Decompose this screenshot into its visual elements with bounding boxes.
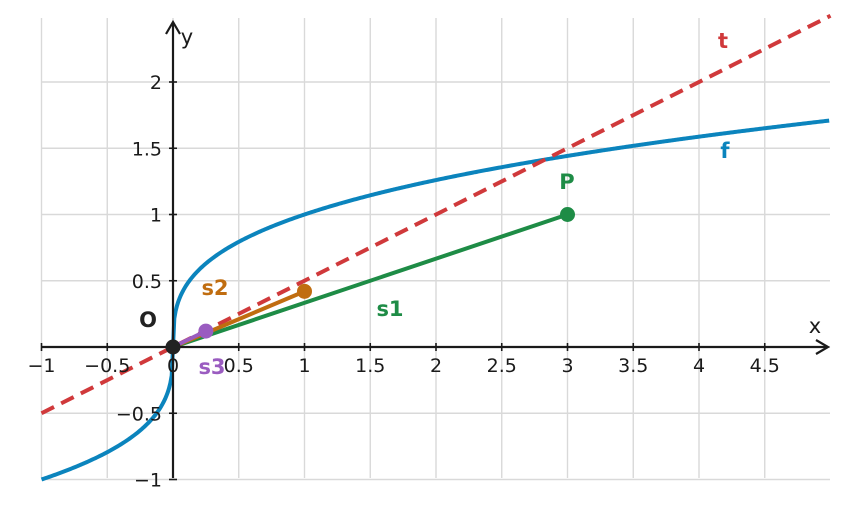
x-tick-label: 1: [298, 355, 310, 377]
point-O-label: O: [139, 308, 157, 332]
point-O: [165, 339, 181, 355]
y-tick-label: −0.5: [116, 403, 162, 425]
x-tick-label: 3.5: [618, 355, 648, 377]
secant-s1-label: s1: [376, 297, 403, 321]
x-tick-label: 2: [430, 355, 442, 377]
y-axis-arrow: [165, 19, 181, 35]
secant-s3-label: s3: [198, 355, 225, 379]
x-tick-label: 4: [693, 355, 705, 377]
point-P-label: P: [559, 170, 574, 194]
y-tick-label: 1.5: [132, 138, 162, 160]
y-axis-label: y: [181, 25, 193, 49]
x-tick-label: 0.5: [224, 355, 254, 377]
y-tick-label: −1: [134, 470, 162, 492]
marker-point: [297, 283, 312, 299]
marker-point: [198, 323, 214, 339]
x-tick-label: 3: [561, 355, 573, 377]
x-tick-label: −0.5: [84, 355, 130, 377]
point-P: [560, 207, 575, 222]
points: [165, 207, 575, 355]
tangent-line-t: [40, 13, 832, 416]
curve-f-label: f: [720, 139, 730, 163]
labels: −1 −0.5 0 0.5 1 1.5 2 2.5 3 3.5 4 4.5 −1 −0.5 0.5 1 1.5 2…: [27, 25, 821, 492]
tangent-t-label: t: [718, 29, 728, 53]
x-tick-label: 0: [167, 355, 179, 377]
y-tick-label: 2: [150, 72, 162, 94]
x-axis-label: x: [809, 314, 821, 338]
x-tick-label: 2.5: [487, 355, 517, 377]
secant-s2-label: s2: [201, 276, 228, 300]
secant-s1: [171, 212, 570, 349]
x-tick-label: −1: [27, 355, 55, 377]
y-tick-label: 1: [150, 205, 162, 227]
y-tick-label: 0.5: [132, 271, 162, 293]
x-tick-label: 4.5: [750, 355, 780, 377]
x-axis-arrow: [815, 339, 831, 355]
x-tick-label: 1.5: [355, 355, 385, 377]
